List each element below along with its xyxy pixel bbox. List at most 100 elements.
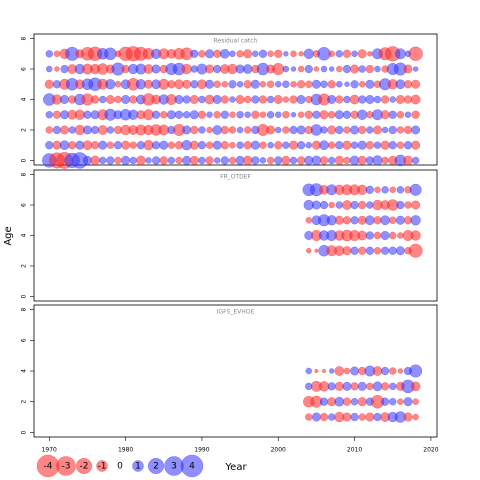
residual-bubble xyxy=(151,64,161,74)
residual-bubble xyxy=(281,155,291,165)
panel-title: IGFS_EVHOE xyxy=(217,309,255,316)
residual-bubble xyxy=(229,141,236,149)
legend-label: 0 xyxy=(117,462,123,472)
residual-bubble xyxy=(243,141,252,150)
legend-label: 3 xyxy=(171,462,177,472)
residual-bubble xyxy=(305,367,312,375)
residual-bubble xyxy=(206,126,213,134)
residual-bubble xyxy=(310,124,323,136)
residual-bubble xyxy=(350,246,359,255)
residual-bubble xyxy=(297,65,305,73)
residual-bubble xyxy=(304,64,313,74)
residual-bubble xyxy=(228,80,237,89)
residual-bubble xyxy=(322,369,326,373)
residual-bubble xyxy=(54,66,60,72)
residual-bubble xyxy=(213,49,222,58)
residual-bubble xyxy=(342,216,352,225)
residual-bubble xyxy=(52,110,61,119)
x-tick-label: 2020 xyxy=(423,447,438,454)
residual-bubble xyxy=(182,111,191,119)
residual-bubble xyxy=(374,186,381,194)
panel-title: Residual catch xyxy=(214,38,258,45)
residual-bubble xyxy=(198,156,206,165)
residual-bubble xyxy=(381,126,389,134)
residual-bubble xyxy=(60,64,69,74)
residual-bubble xyxy=(152,156,161,165)
residual-bubble xyxy=(290,81,297,88)
residual-bubble xyxy=(410,94,421,105)
residual-bubble xyxy=(311,79,321,89)
residual-bubble xyxy=(365,79,375,89)
residual-bubble xyxy=(367,51,373,57)
residual-bubble xyxy=(381,156,389,165)
residual-bubble xyxy=(350,382,359,391)
residual-bubble xyxy=(350,200,359,210)
residual-bubble xyxy=(244,126,252,134)
residual-bubble xyxy=(59,140,70,150)
residual-bubble xyxy=(381,366,390,376)
residual-bubble xyxy=(335,141,344,150)
residual-bubble xyxy=(403,64,413,74)
residual-bubble xyxy=(236,81,244,88)
residual-bubble xyxy=(152,141,161,150)
residual-bubble xyxy=(357,184,368,195)
residual-bubble xyxy=(166,110,176,120)
residual-bubble xyxy=(343,95,351,104)
residual-bubble xyxy=(403,155,413,166)
residual-bubble xyxy=(242,64,253,74)
residual-bubble xyxy=(373,412,382,422)
residual-bubble xyxy=(105,79,116,90)
residual-bubble xyxy=(389,382,397,391)
residual-bubble xyxy=(318,381,330,392)
residual-bubble xyxy=(205,141,214,149)
residual-bubble xyxy=(350,412,359,422)
residual-bubble xyxy=(298,51,304,57)
residual-bubble xyxy=(220,95,229,104)
residual-bubble xyxy=(365,231,374,240)
residual-bubble xyxy=(373,231,382,240)
residual-bubble xyxy=(350,141,359,149)
residual-bubble xyxy=(411,156,420,165)
residual-bubble xyxy=(314,369,319,373)
residual-bubble xyxy=(305,413,313,421)
residual-bubble xyxy=(357,49,367,59)
residual-bubble xyxy=(175,156,183,165)
residual-bubble xyxy=(290,112,297,118)
residual-bubble xyxy=(290,50,297,58)
residual-bubble xyxy=(236,141,244,149)
residual-bubble xyxy=(53,50,61,58)
residual-bubble xyxy=(358,125,367,135)
residual-bubble xyxy=(167,156,176,165)
residual-bubble xyxy=(229,50,236,58)
residual-bubble xyxy=(388,125,397,135)
residual-bubble xyxy=(229,96,236,103)
residual-bubble xyxy=(365,95,375,104)
residual-bubble xyxy=(357,381,367,391)
residual-bubble xyxy=(335,201,343,209)
y-tick-label: 6 xyxy=(21,203,28,207)
residual-bubble xyxy=(251,95,260,104)
residual-bubble xyxy=(181,63,192,75)
residual-bubble xyxy=(213,64,222,74)
residual-bubble xyxy=(46,65,53,73)
residual-bubble xyxy=(373,125,382,135)
residual-bubble xyxy=(160,111,168,119)
legend-label: -2 xyxy=(80,462,89,472)
residual-bubble xyxy=(267,50,274,58)
residual-bubble xyxy=(235,95,245,104)
residual-bubble xyxy=(45,126,53,134)
y-tick-label: 6 xyxy=(21,67,28,71)
residual-bubble xyxy=(380,110,390,120)
residual-bubble xyxy=(329,66,335,72)
residual-bubble xyxy=(319,110,329,120)
residual-bubble xyxy=(220,110,229,119)
residual-bubble xyxy=(236,111,244,119)
residual-bubble xyxy=(274,156,283,165)
residual-bubble xyxy=(327,156,336,165)
residual-bubble xyxy=(365,185,374,194)
residual-bubble xyxy=(221,81,229,88)
residual-bubble xyxy=(129,141,137,149)
residual-bubble xyxy=(45,50,53,58)
